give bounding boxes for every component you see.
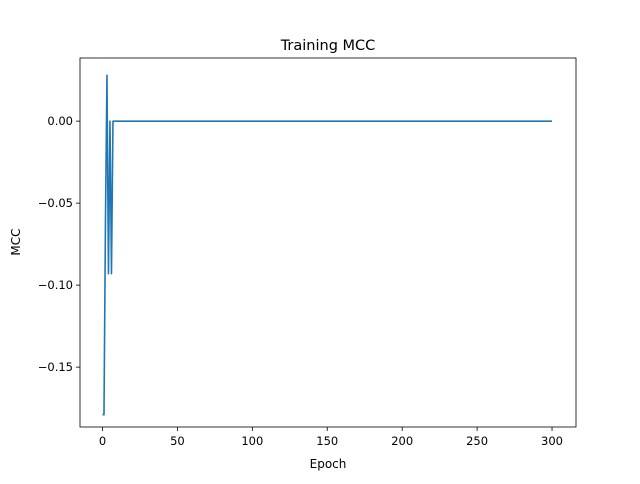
axes-frame (79, 57, 577, 428)
series-line-0 (102, 74, 553, 416)
axis-ticks: 0 50 100 150 200 250 300 0.00 −0.05 −0.10 −0.15 (38, 114, 563, 448)
y-tick-label: 0.00 (47, 114, 73, 128)
x-tick-label: 150 (316, 434, 338, 448)
y-tick-label: −0.10 (38, 278, 73, 292)
x-tick-label: 100 (241, 434, 263, 448)
x-tick-label: 250 (466, 434, 488, 448)
x-tick-label: 0 (99, 434, 106, 448)
y-tick-label: −0.15 (38, 360, 73, 374)
x-tick-label: 300 (541, 434, 563, 448)
plot-area (102, 74, 553, 416)
chart-title: Training MCC (280, 38, 376, 54)
x-tick-label: 50 (170, 434, 185, 448)
y-axis-label: MCC (9, 228, 23, 255)
x-tick-label: 200 (391, 434, 413, 448)
y-tick-label: −0.05 (38, 196, 73, 210)
x-axis-label: Epoch (310, 457, 347, 471)
